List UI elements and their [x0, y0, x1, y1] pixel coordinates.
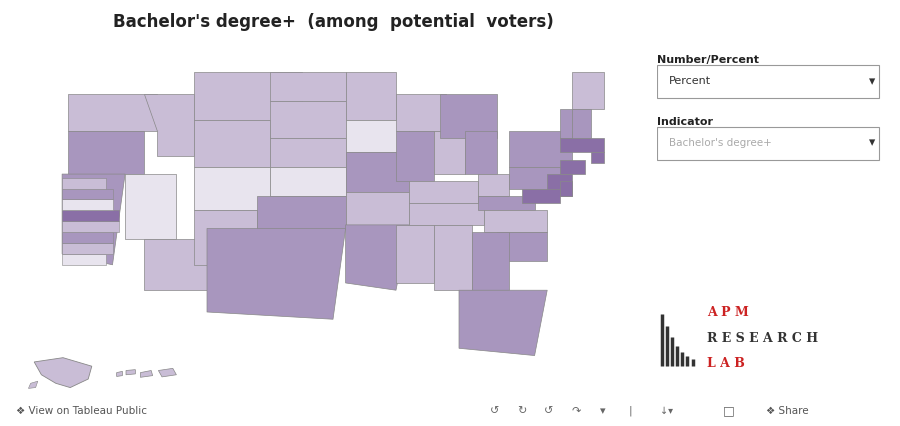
FancyBboxPatch shape	[657, 66, 879, 98]
Text: □: □	[723, 403, 735, 417]
Polygon shape	[29, 381, 38, 389]
Polygon shape	[140, 371, 153, 377]
Polygon shape	[117, 371, 122, 377]
Text: Percent: Percent	[669, 76, 711, 86]
Text: ▾: ▾	[869, 75, 876, 88]
Text: ❖ View on Tableau Public: ❖ View on Tableau Public	[16, 405, 148, 415]
Text: A P M: A P M	[707, 306, 749, 319]
Polygon shape	[62, 178, 106, 189]
Text: ↷: ↷	[572, 405, 580, 415]
Text: Bachelor's degree+  (among  potential  voters): Bachelor's degree+ (among potential vote…	[112, 13, 554, 31]
Text: ❖ Share: ❖ Share	[766, 405, 809, 415]
Text: ↻: ↻	[518, 405, 526, 415]
Polygon shape	[62, 211, 119, 222]
Polygon shape	[62, 254, 106, 265]
Text: ↺: ↺	[544, 405, 554, 415]
Polygon shape	[34, 358, 92, 388]
Text: ↓▾: ↓▾	[660, 405, 672, 415]
Text: R E S E A R C H: R E S E A R C H	[707, 331, 818, 344]
Polygon shape	[62, 233, 112, 244]
Text: Indicator: Indicator	[657, 117, 713, 127]
Polygon shape	[62, 189, 112, 200]
Text: Number/Percent: Number/Percent	[657, 55, 759, 65]
Text: |: |	[628, 405, 632, 415]
Polygon shape	[126, 370, 135, 375]
FancyBboxPatch shape	[657, 128, 879, 160]
Polygon shape	[62, 222, 119, 233]
Text: ↺: ↺	[491, 405, 500, 415]
Text: Bachelor's degree+: Bachelor's degree+	[669, 138, 771, 148]
Text: ▾: ▾	[600, 405, 606, 415]
Polygon shape	[62, 200, 112, 211]
Polygon shape	[62, 244, 112, 254]
Polygon shape	[158, 368, 176, 377]
Text: L A B: L A B	[707, 357, 745, 369]
Text: ▾: ▾	[869, 136, 876, 149]
